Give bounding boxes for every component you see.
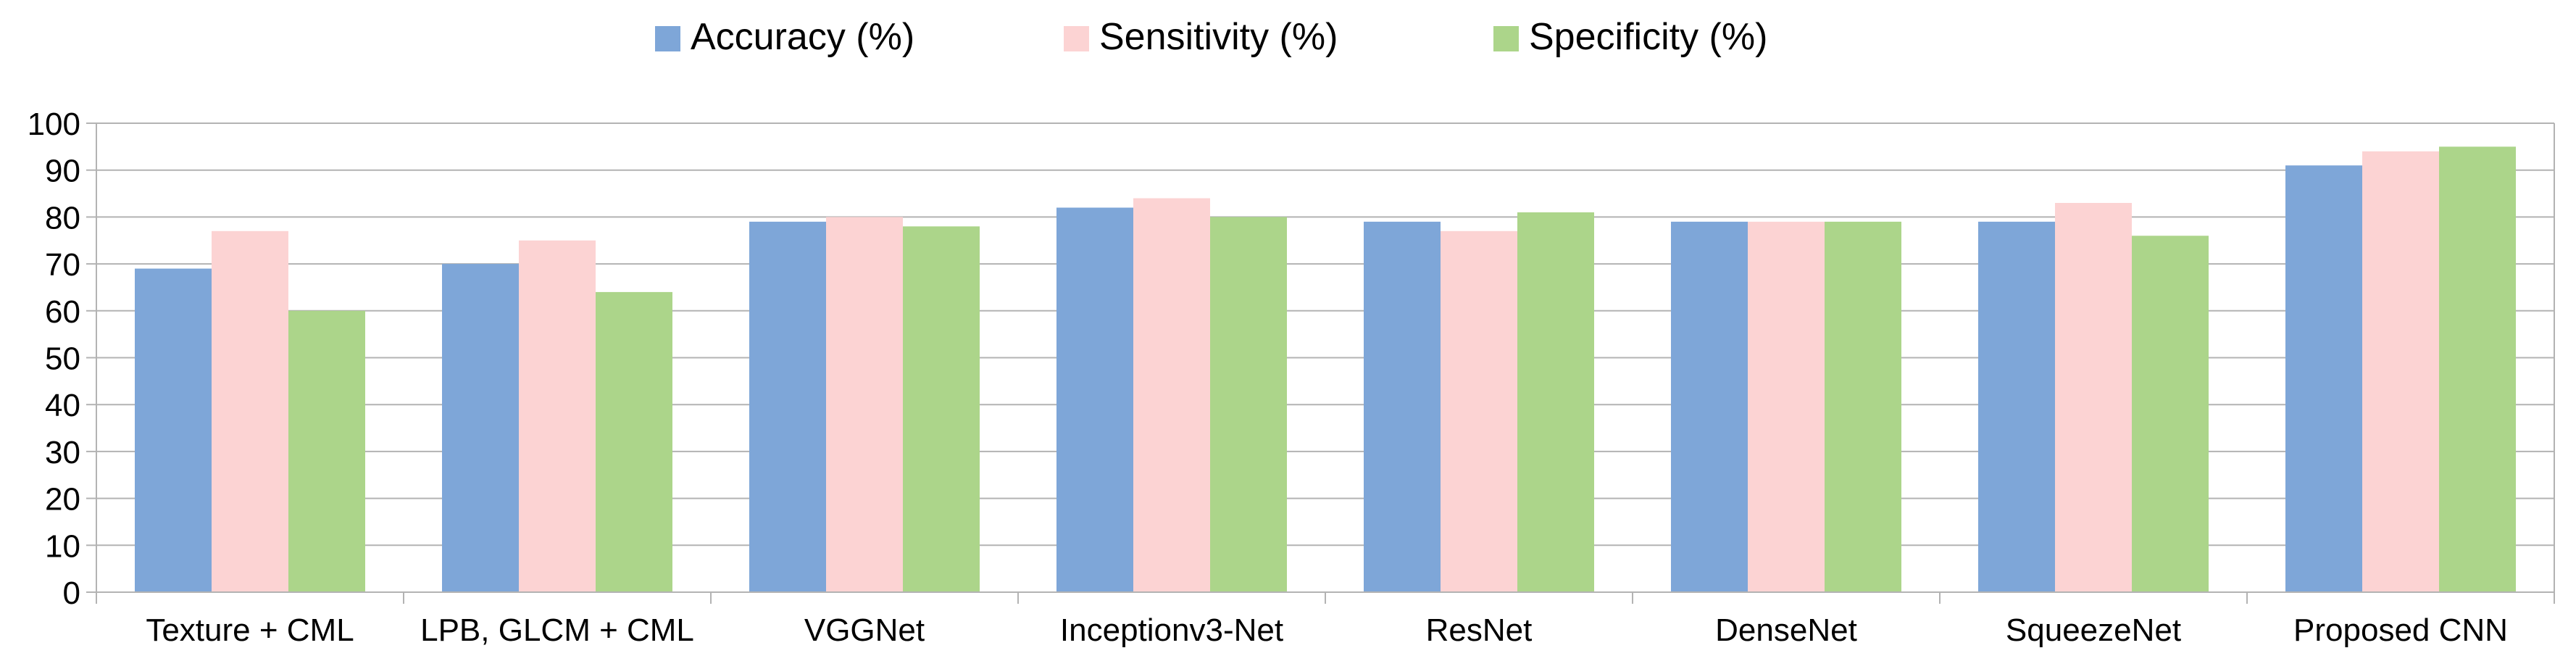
y-tick-label: 60 — [45, 294, 80, 330]
y-tick-label: 80 — [45, 200, 80, 236]
x-tick-label: ResNet — [1426, 612, 1533, 648]
bar-sensitivity-vggnet — [826, 217, 903, 592]
bar-accuracy-densenet — [1671, 221, 1748, 592]
axes — [86, 122, 2555, 604]
y-tick-label: 30 — [45, 435, 80, 470]
bar-sensitivity-resnet — [1441, 230, 1517, 592]
bars — [135, 146, 2516, 593]
legend-swatch-sensitivity — [1064, 26, 1089, 51]
x-tick-label: Proposed CNN — [2293, 612, 2508, 648]
bar-sensitivity-inceptionv3-net — [1133, 198, 1210, 592]
x-tick-label: VGGNet — [804, 612, 925, 648]
bar-sensitivity-lpb-glcm-cml — [519, 240, 596, 592]
bar-sensitivity-squeezenet — [2055, 202, 2132, 592]
x-tick-label: Texture + CML — [146, 612, 354, 648]
bar-specificity-texture-cml — [288, 310, 365, 592]
bar-accuracy-resnet — [1364, 221, 1441, 592]
bar-accuracy-vggnet — [749, 221, 826, 592]
legend-swatch-accuracy — [655, 26, 680, 51]
bar-accuracy-texture-cml — [135, 268, 212, 592]
bar-sensitivity-densenet — [1748, 221, 1825, 592]
x-tick-label: Inceptionv3-Net — [1060, 612, 1283, 648]
bar-specificity-squeezenet — [2132, 236, 2209, 592]
bar-sensitivity-texture-cml — [212, 230, 288, 592]
x-tick-label: DenseNet — [1715, 612, 1857, 648]
bar-specificity-resnet — [1517, 212, 1594, 592]
x-tick-label: LPB, GLCM + CML — [420, 612, 694, 648]
legend-label-sensitivity: Sensitivity (%) — [1099, 16, 1338, 58]
y-tick-label: 0 — [63, 575, 80, 611]
bar-sensitivity-proposed-cnn — [2362, 151, 2439, 592]
bar-specificity-vggnet — [903, 226, 980, 592]
bar-accuracy-squeezenet — [1978, 221, 2055, 592]
bar-specificity-proposed-cnn — [2439, 146, 2516, 593]
legend-label-specificity: Specificity (%) — [1529, 16, 1767, 58]
x-tick-labels: Texture + CML LPB, GLCM + CML VGGNet Incept… — [146, 612, 2508, 648]
legend-label-accuracy: Accuracy (%) — [691, 16, 914, 58]
bar-accuracy-lpb-glcm-cml — [442, 264, 519, 592]
x-tick-label: SqueezeNet — [2006, 612, 2181, 648]
bar-specificity-densenet — [1825, 221, 1901, 592]
bar-specificity-inceptionv3-net — [1210, 217, 1287, 592]
y-tick-label: 20 — [45, 482, 80, 518]
y-tick-label: 40 — [45, 388, 80, 423]
y-tick-label: 10 — [45, 528, 80, 564]
legend: Accuracy (%) Sensitivity (%) Specificity (… — [655, 16, 1767, 58]
y-tick-label: 90 — [45, 154, 80, 189]
legend-swatch-specificity — [1493, 26, 1519, 51]
bar-accuracy-inceptionv3-net — [1056, 207, 1133, 593]
bar-accuracy-proposed-cnn — [2285, 165, 2362, 593]
bar-specificity-lpb-glcm-cml — [596, 291, 672, 592]
y-tick-label: 100 — [28, 107, 80, 142]
y-tick-labels: 0 10 20 30 40 50 60 70 80 90 100 — [28, 107, 80, 611]
y-tick-label: 70 — [45, 247, 80, 283]
y-tick-label: 50 — [45, 341, 80, 377]
